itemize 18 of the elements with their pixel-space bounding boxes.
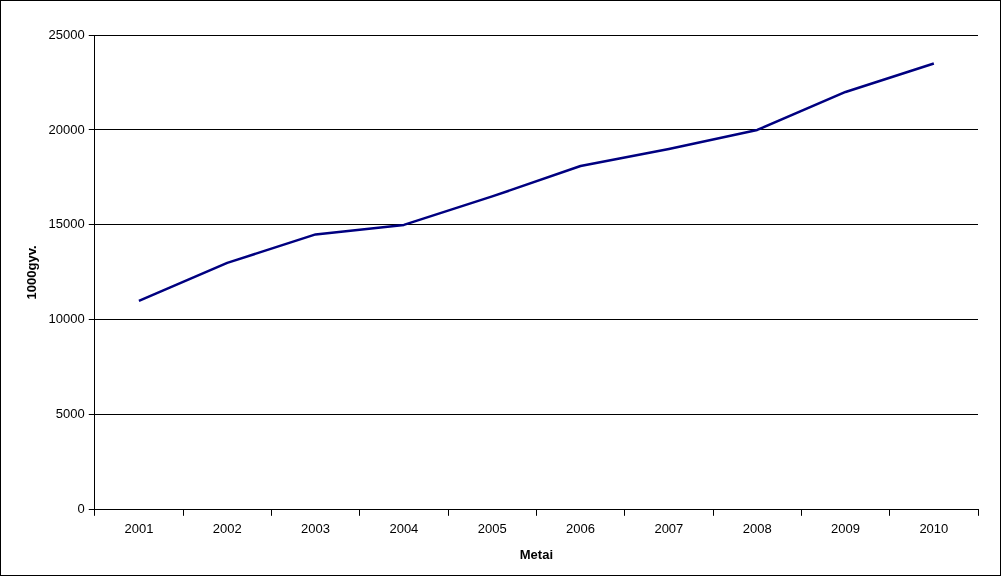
y-tick-label: 0 xyxy=(77,501,85,517)
x-tick-label: 2003 xyxy=(301,521,331,537)
x-tick-label: 2009 xyxy=(831,521,860,537)
y-axis-title: 1000gyv. xyxy=(24,245,40,300)
x-tick-label: 2001 xyxy=(124,521,154,537)
y-tick-label: 15000 xyxy=(48,216,85,232)
x-tick-label: 2005 xyxy=(477,521,507,537)
x-tick-label: 2008 xyxy=(742,521,772,537)
x-tick-label: 2004 xyxy=(389,521,419,537)
y-tick-label: 5000 xyxy=(55,406,85,422)
y-tick-label: 10000 xyxy=(48,311,85,327)
x-tick-label: 2006 xyxy=(566,521,595,537)
x-tick-label: 2007 xyxy=(654,521,684,537)
x-tick-label: 2010 xyxy=(919,521,949,537)
x-tick-label: 2002 xyxy=(212,521,242,537)
y-tick-label: 25000 xyxy=(48,26,85,42)
y-tick-label: 20000 xyxy=(48,121,85,137)
x-axis-title: Metai xyxy=(519,546,553,562)
